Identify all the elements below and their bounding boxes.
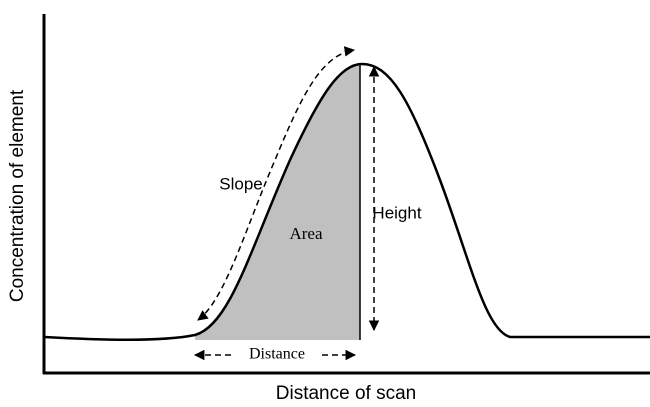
area-shading xyxy=(195,64,360,340)
height-label: Height xyxy=(372,203,421,222)
slope-arrow xyxy=(197,46,356,321)
y-axis-label: Concentration of element xyxy=(7,89,28,302)
distance-label: Distance xyxy=(249,346,305,363)
slope-label: Slope xyxy=(219,174,262,193)
area-label: Area xyxy=(289,224,322,243)
x-axis-label: Distance of scan xyxy=(276,383,416,404)
